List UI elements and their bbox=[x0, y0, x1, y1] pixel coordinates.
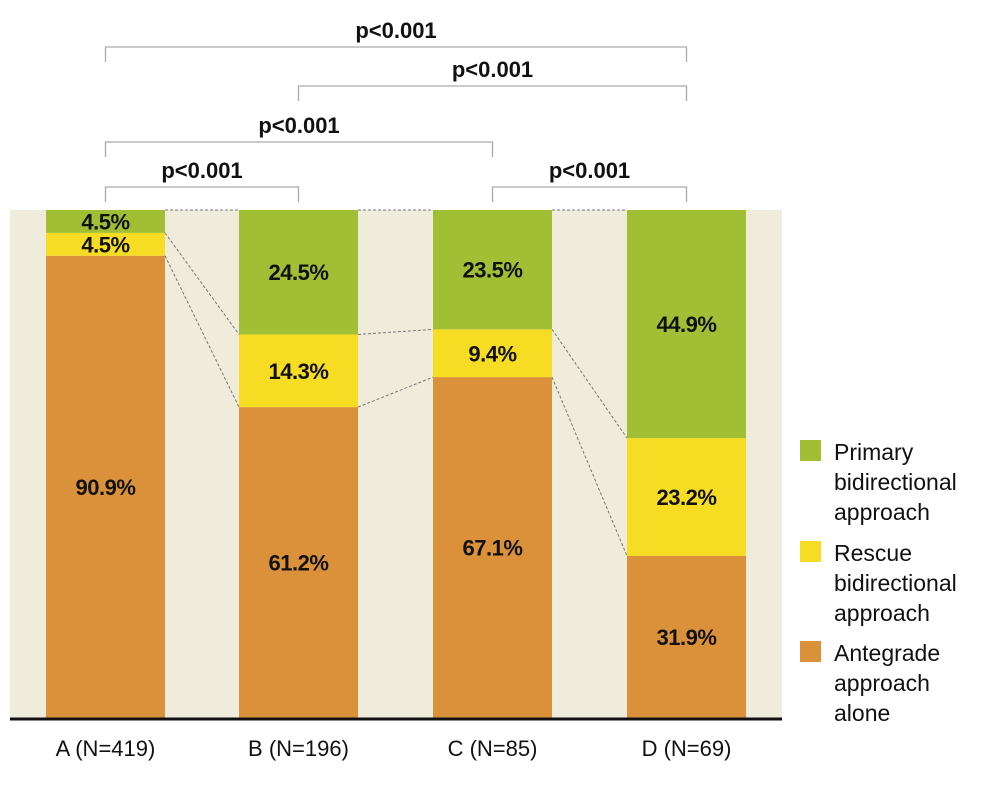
significance-bracket bbox=[297, 85, 688, 101]
significance-label: p<0.001 bbox=[452, 57, 533, 82]
legend-label: Rescue bbox=[834, 540, 912, 566]
legend-swatch bbox=[800, 641, 821, 662]
significance-bracket bbox=[104, 46, 688, 62]
bar-segment bbox=[433, 210, 552, 330]
data-label: 23.2% bbox=[657, 485, 717, 510]
legend-swatch bbox=[800, 440, 821, 461]
data-label: 14.3% bbox=[269, 359, 329, 384]
bar-segment bbox=[433, 377, 552, 718]
x-tick-label: A (N=419) bbox=[56, 736, 156, 761]
x-tick-label: B (N=196) bbox=[248, 736, 349, 761]
legend-label: Antegrade bbox=[834, 640, 940, 666]
significance-label: p<0.001 bbox=[355, 18, 436, 43]
data-label: 24.5% bbox=[269, 260, 329, 285]
significance-label: p<0.001 bbox=[549, 158, 630, 183]
legend-label: alone bbox=[834, 700, 890, 726]
bar-segment bbox=[627, 438, 746, 556]
bar-segment bbox=[239, 210, 358, 335]
data-label: 4.5% bbox=[81, 232, 129, 257]
legend-label: approach bbox=[834, 600, 930, 626]
legend-label: approach bbox=[834, 670, 930, 696]
significance-bracket bbox=[104, 186, 300, 202]
data-label: 23.5% bbox=[463, 258, 523, 283]
legend-label: bidirectional bbox=[834, 469, 957, 495]
connector-line bbox=[357, 328, 434, 335]
significance-bracket bbox=[104, 141, 494, 157]
significance-label: p<0.001 bbox=[161, 158, 242, 183]
data-label: 44.9% bbox=[657, 312, 717, 337]
connector-line bbox=[164, 255, 240, 408]
connector-line bbox=[551, 329, 628, 439]
bar-segment bbox=[627, 555, 746, 718]
connector-line bbox=[357, 376, 434, 408]
data-label: 9.4% bbox=[468, 341, 516, 366]
bar-segment bbox=[433, 329, 552, 378]
connector-line bbox=[164, 232, 240, 335]
x-tick-label: D (N=69) bbox=[642, 736, 732, 761]
significance-bracket bbox=[491, 186, 688, 202]
data-label: 4.5% bbox=[81, 209, 129, 234]
bar-segment bbox=[46, 232, 165, 256]
legend-label: approach bbox=[834, 499, 930, 525]
significance-label: p<0.001 bbox=[258, 113, 339, 138]
bar-segment bbox=[627, 210, 746, 439]
data-label: 61.2% bbox=[269, 551, 329, 576]
legend-label: Primary bbox=[834, 439, 914, 465]
bar-segment bbox=[239, 334, 358, 408]
bar-segment bbox=[239, 407, 358, 718]
connector-line bbox=[551, 376, 628, 557]
bar-segment bbox=[46, 210, 165, 233]
data-label: 67.1% bbox=[463, 536, 523, 561]
data-label: 90.9% bbox=[76, 475, 136, 500]
data-label: 31.9% bbox=[657, 625, 717, 650]
legend-swatch bbox=[800, 541, 821, 562]
legend-label: bidirectional bbox=[834, 570, 957, 596]
bar-segment bbox=[46, 255, 165, 719]
x-tick-label: C (N=85) bbox=[448, 736, 538, 761]
